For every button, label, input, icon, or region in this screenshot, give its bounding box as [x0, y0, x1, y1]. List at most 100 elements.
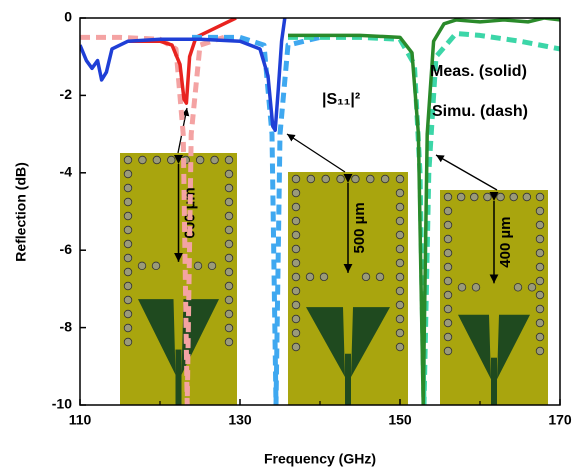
- via: [137, 261, 147, 271]
- via: [535, 220, 545, 230]
- via: [224, 309, 234, 319]
- via: [321, 174, 330, 184]
- via: [319, 272, 329, 282]
- via: [291, 244, 301, 254]
- inset-label: 400 µm: [497, 217, 514, 268]
- via: [496, 192, 505, 202]
- via: [351, 174, 360, 184]
- via: [224, 169, 234, 179]
- feed: [491, 357, 497, 405]
- via: [291, 272, 301, 282]
- via: [224, 211, 234, 221]
- via: [224, 323, 234, 333]
- via: [395, 300, 405, 310]
- via: [224, 197, 234, 207]
- via: [123, 155, 133, 165]
- via: [224, 253, 234, 263]
- via: [443, 206, 453, 216]
- via: [535, 276, 545, 286]
- via: [123, 253, 133, 263]
- via: [291, 342, 301, 352]
- series-line: [192, 34, 321, 405]
- via: [535, 206, 545, 216]
- y-tick-label: -8: [60, 318, 73, 334]
- via: [471, 283, 481, 292]
- via: [207, 261, 217, 271]
- annotation: Meas. (solid): [430, 63, 527, 80]
- via: [123, 295, 133, 305]
- y-tick-label: -4: [60, 164, 73, 180]
- via: [443, 220, 453, 230]
- via: [224, 239, 234, 249]
- via: [535, 318, 545, 328]
- via: [443, 234, 453, 244]
- via: [457, 283, 467, 292]
- via: [224, 225, 234, 235]
- via: [167, 155, 176, 165]
- via: [527, 283, 537, 292]
- via: [224, 337, 234, 347]
- via: [443, 248, 453, 258]
- via: [535, 248, 545, 258]
- via: [361, 272, 371, 282]
- series-line: [128, 18, 237, 105]
- via: [395, 174, 405, 184]
- via: [395, 328, 405, 338]
- via: [224, 281, 234, 291]
- y-tick-label: -2: [60, 86, 73, 102]
- annotation: Simu. (dash): [432, 103, 528, 120]
- x-axis-label: Frequency (GHz): [264, 451, 376, 467]
- via: [456, 192, 466, 202]
- via: [535, 332, 545, 342]
- x-tick-label: 110: [69, 412, 92, 428]
- via: [470, 192, 479, 202]
- via: [291, 286, 301, 296]
- via: [395, 272, 405, 282]
- series-line: [80, 34, 225, 405]
- pointer-arrow: [286, 133, 346, 173]
- via: [336, 174, 345, 184]
- via: [395, 230, 405, 240]
- via: [443, 304, 453, 314]
- series-line: [80, 18, 287, 132]
- via: [123, 169, 133, 179]
- via: [123, 309, 133, 319]
- y-tick-label: -6: [60, 241, 73, 257]
- via: [443, 192, 453, 202]
- via: [224, 155, 234, 165]
- via: [443, 318, 453, 328]
- via: [152, 155, 162, 165]
- via: [443, 262, 453, 272]
- x-tick-label: 130: [228, 412, 252, 428]
- series-line: [288, 30, 560, 405]
- via: [123, 323, 133, 333]
- via: [224, 267, 234, 277]
- via: [291, 258, 301, 268]
- via: [395, 202, 405, 212]
- via: [306, 174, 316, 184]
- via: [395, 314, 405, 324]
- via: [291, 188, 301, 198]
- via: [123, 239, 133, 249]
- x-tick-label: 170: [548, 412, 572, 428]
- via: [535, 262, 545, 272]
- via: [483, 192, 492, 202]
- via: [395, 342, 405, 352]
- via: [123, 225, 133, 235]
- via: [291, 216, 301, 226]
- inset-label: 500 µm: [351, 202, 368, 253]
- antenna: [138, 299, 219, 375]
- series-line: [288, 18, 560, 405]
- via: [305, 272, 315, 282]
- via: [395, 286, 405, 296]
- via: [395, 188, 405, 198]
- via: [375, 272, 385, 282]
- via: [224, 183, 234, 193]
- annotation: |S₁₁|²: [322, 91, 360, 108]
- via: [522, 192, 532, 202]
- via: [123, 197, 133, 207]
- via: [535, 234, 545, 244]
- via: [395, 258, 405, 268]
- feed: [345, 353, 351, 405]
